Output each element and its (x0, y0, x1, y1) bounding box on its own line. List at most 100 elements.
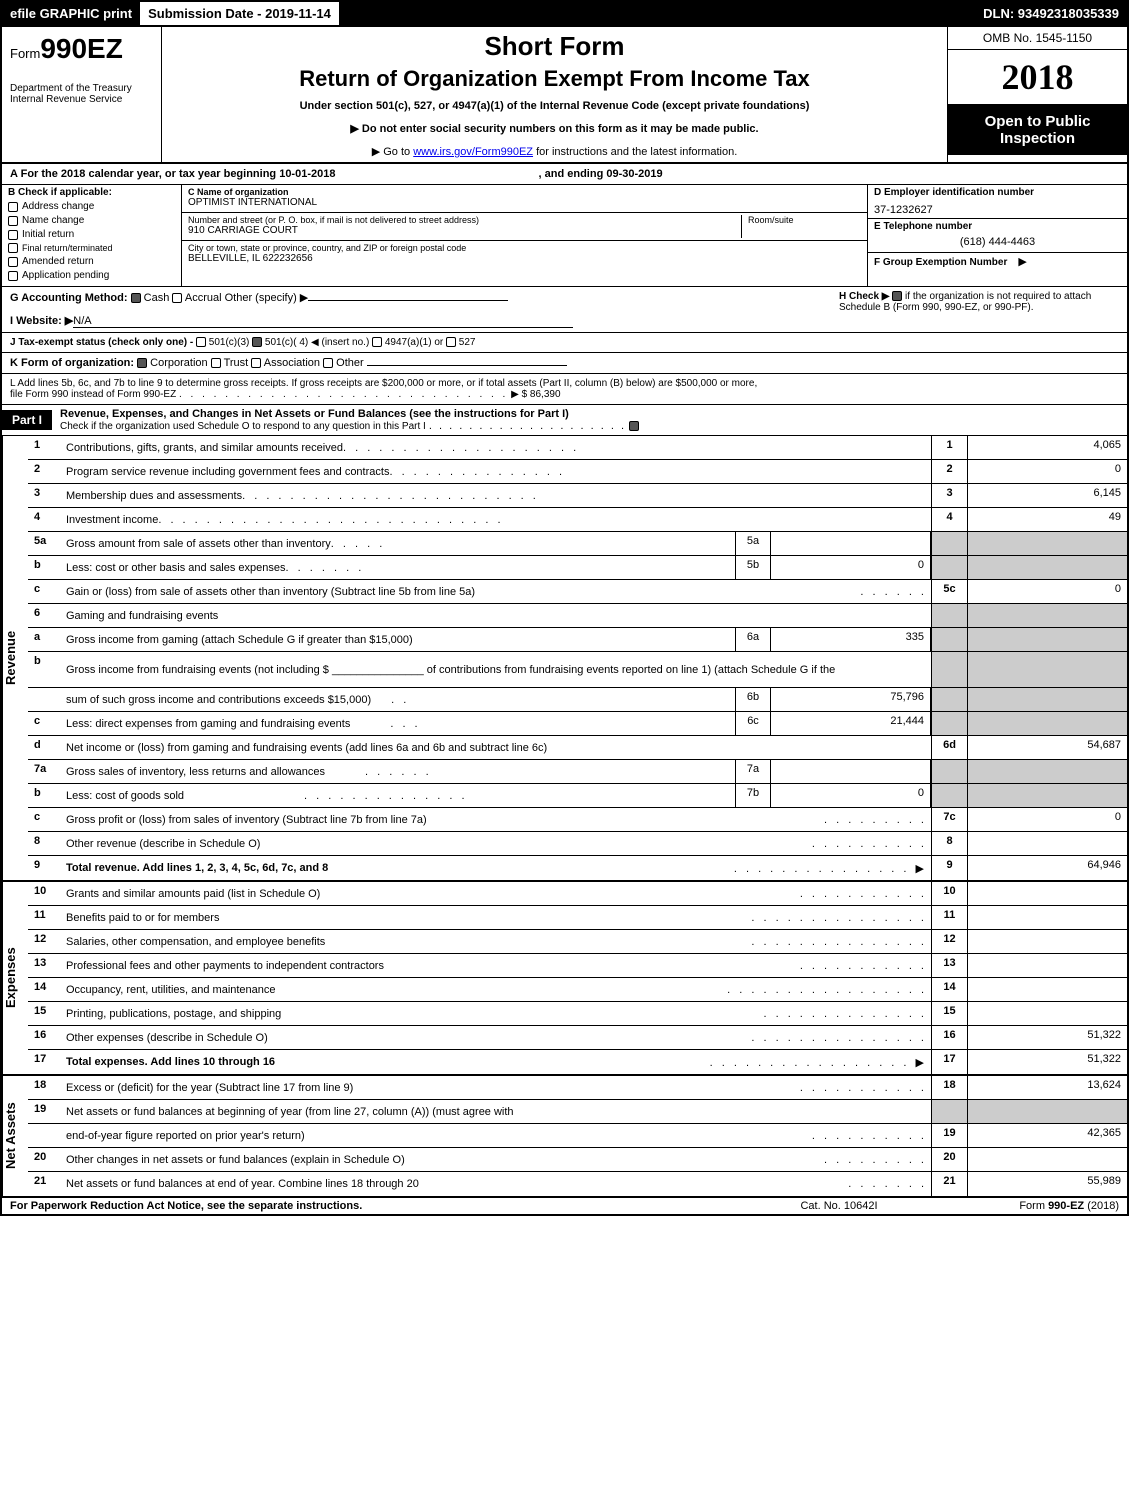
h-checkbox-icon[interactable] (892, 291, 902, 301)
row-num: 18 (28, 1076, 62, 1099)
row-num: 15 (28, 1002, 62, 1025)
row-num: 3 (28, 484, 62, 507)
line-a-letter: A (10, 168, 21, 180)
row-shade (967, 556, 1127, 579)
row-num: 8 (28, 832, 62, 855)
row-linenum: 1 (931, 436, 967, 459)
header-middle: Short Form Return of Organization Exempt… (162, 27, 947, 162)
i-label: I Website: ▶ (10, 315, 73, 327)
accrual-checkbox-icon[interactable] (172, 293, 182, 303)
line-a-text: For the 2018 calendar year, or tax year … (21, 168, 336, 180)
row-linenum: 7c (931, 808, 967, 831)
k-opt2-check[interactable] (251, 358, 261, 368)
cash-checkbox-icon[interactable] (131, 293, 141, 303)
row-shade (967, 688, 1127, 711)
row-subnum: 7b (735, 784, 771, 807)
c-label: C Name of organization (188, 187, 861, 197)
efile-label: efile GRAPHIC print (2, 2, 140, 25)
instruction-2: ▶ Go to www.irs.gov/Form990EZ for instru… (170, 145, 939, 158)
row-num: 10 (28, 882, 62, 905)
k-opt0-check[interactable] (137, 358, 147, 368)
row-shade (967, 532, 1127, 555)
line-k: K Form of organization: Corporation Trus… (0, 353, 1129, 374)
row-amount (967, 1002, 1127, 1025)
irs-link[interactable]: www.irs.gov/Form990EZ (413, 146, 533, 158)
dln-label: DLN: 93492318035339 (975, 2, 1127, 25)
row-shade (931, 1100, 967, 1123)
j-opt1-check[interactable] (252, 337, 262, 347)
j-opt0-check[interactable] (196, 337, 206, 347)
j-opt2-check[interactable] (372, 337, 382, 347)
row-desc: Occupancy, rent, utilities, and maintena… (66, 984, 276, 996)
row-amount: 0 (967, 808, 1127, 831)
row-amount: 0 (967, 460, 1127, 483)
row-subnum: 6b (735, 688, 771, 711)
f-arrow: ▶ (1018, 256, 1026, 268)
submission-date: Submission Date - 2019-11-14 (140, 2, 341, 25)
row-desc: Membership dues and assessments (66, 490, 242, 502)
row-desc: Net assets or fund balances at end of ye… (66, 1178, 419, 1190)
b-text: Check if applicable: (18, 187, 112, 198)
expenses-grid: Expenses 10 Grants and similar amounts pa… (0, 882, 1129, 1076)
row-linenum: 21 (931, 1172, 967, 1196)
check-amended-return[interactable]: Amended return (8, 256, 175, 267)
row-linenum: 18 (931, 1076, 967, 1099)
checkbox-icon (8, 243, 18, 253)
row-linenum: 5c (931, 580, 967, 603)
g-other-input[interactable] (308, 300, 508, 301)
row-desc: Other expenses (describe in Schedule O) (66, 1032, 268, 1044)
row-shade (931, 556, 967, 579)
row-num: 17 (28, 1050, 62, 1074)
row-num: 21 (28, 1172, 62, 1196)
row-desc: Total revenue. Add lines 1, 2, 3, 4, 5c,… (66, 862, 328, 874)
row-subnum: 5b (735, 556, 771, 579)
check-address-change[interactable]: Address change (8, 201, 175, 212)
instr2-prefix: ▶ Go to (372, 146, 413, 158)
check-initial-return[interactable]: Initial return (8, 229, 175, 240)
row-num: b (28, 652, 62, 687)
checkbox-icon (8, 271, 18, 281)
checkbox-icon (8, 202, 18, 212)
row-num: b (28, 556, 62, 579)
check-application-pending[interactable]: Application pending (8, 270, 175, 281)
j-opt0: 501(c)(3) (209, 337, 250, 348)
row-subval: 335 (771, 628, 931, 651)
section-c-mid: C Name of organization OPTIMIST INTERNAT… (182, 185, 867, 286)
check-name-change[interactable]: Name change (8, 215, 175, 226)
row-subnum: 7a (735, 760, 771, 783)
row-linenum: 14 (931, 978, 967, 1001)
instr2-suffix: for instructions and the latest informat… (533, 146, 737, 158)
row-subval: 21,444 (771, 712, 931, 735)
city-row: City or town, state or province, country… (182, 241, 867, 269)
row-desc: Gross sales of inventory, less returns a… (66, 766, 325, 778)
row-desc: Contributions, gifts, grants, and simila… (66, 442, 343, 454)
g-other: Other (specify) ▶ (225, 292, 309, 304)
row-desc: Gross amount from sale of assets other t… (66, 538, 331, 550)
row-desc: Grants and similar amounts paid (list in… (66, 888, 320, 900)
check-final-return[interactable]: Final return/terminated (8, 243, 175, 253)
dept-irs: Internal Revenue Service (10, 94, 153, 105)
g-cash: Cash (144, 292, 170, 304)
j-label: J Tax-exempt status (check only one) - (10, 337, 193, 348)
form-990ez: 990EZ (40, 33, 123, 64)
row-linenum: 6d (931, 736, 967, 759)
part1-title: Revenue, Expenses, and Changes in Net As… (52, 405, 647, 435)
k-opt1-check[interactable] (211, 358, 221, 368)
row-desc: Gross profit or (loss) from sales of inv… (66, 814, 427, 826)
row-shade (931, 688, 967, 711)
row-shade (931, 784, 967, 807)
top-bar: efile GRAPHIC print Submission Date - 20… (0, 0, 1129, 27)
row-desc: Printing, publications, postage, and shi… (66, 1008, 281, 1020)
g-label: G Accounting Method: (10, 292, 128, 304)
expenses-side-label: Expenses (2, 882, 28, 1074)
row-num: 12 (28, 930, 62, 953)
l-amount: ▶ $ 86,390 (511, 389, 560, 400)
j-opt3-check[interactable] (446, 337, 456, 347)
k-other-input[interactable] (367, 365, 567, 366)
row-desc: Excess or (deficit) for the year (Subtra… (66, 1082, 353, 1094)
k-opt3-check[interactable] (323, 358, 333, 368)
part1-checkbox-icon[interactable] (629, 421, 639, 431)
form-number: Form990EZ (10, 33, 153, 65)
row-num: c (28, 712, 62, 735)
line-g-h: G Accounting Method: Cash Accrual Other … (0, 287, 1129, 333)
